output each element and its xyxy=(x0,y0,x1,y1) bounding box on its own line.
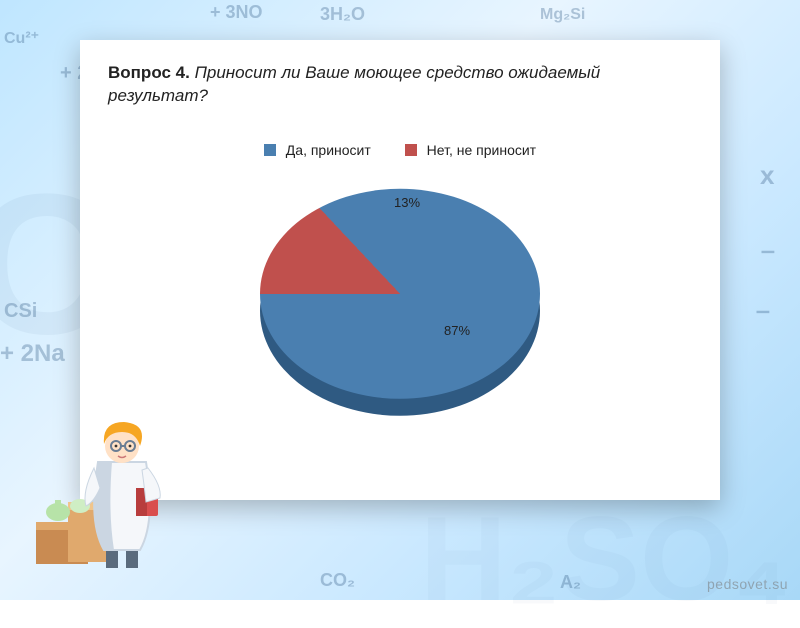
slice-label-no: 13% xyxy=(394,195,420,210)
legend-item-yes: Да, приносит xyxy=(264,142,371,158)
pie-chart: 13% 87% xyxy=(108,164,692,424)
legend-swatch-yes xyxy=(264,144,276,156)
legend-label-no: Нет, не приносит xyxy=(427,142,536,158)
pie-top xyxy=(260,189,540,399)
question-label: Вопрос 4. xyxy=(108,63,190,82)
scientist-illustration xyxy=(28,402,188,572)
watermark: pedsovet.su xyxy=(707,576,788,592)
chart-legend: Да, приносит Нет, не приносит xyxy=(108,142,692,158)
pie-disc: 13% 87% xyxy=(260,171,540,451)
slice-label-yes: 87% xyxy=(444,323,470,338)
legend-swatch-no xyxy=(405,144,417,156)
legend-item-no: Нет, не приносит xyxy=(405,142,536,158)
legend-label-yes: Да, приносит xyxy=(286,142,371,158)
question-title: Вопрос 4. Приносит ли Ваше моющее средст… xyxy=(108,62,692,108)
